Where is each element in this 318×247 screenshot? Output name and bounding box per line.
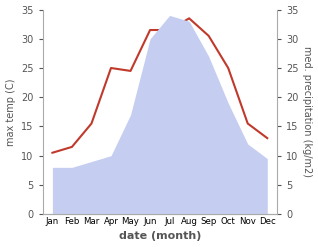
X-axis label: date (month): date (month) — [119, 231, 201, 242]
Y-axis label: med. precipitation (kg/m2): med. precipitation (kg/m2) — [302, 46, 313, 177]
Y-axis label: max temp (C): max temp (C) — [5, 78, 16, 145]
